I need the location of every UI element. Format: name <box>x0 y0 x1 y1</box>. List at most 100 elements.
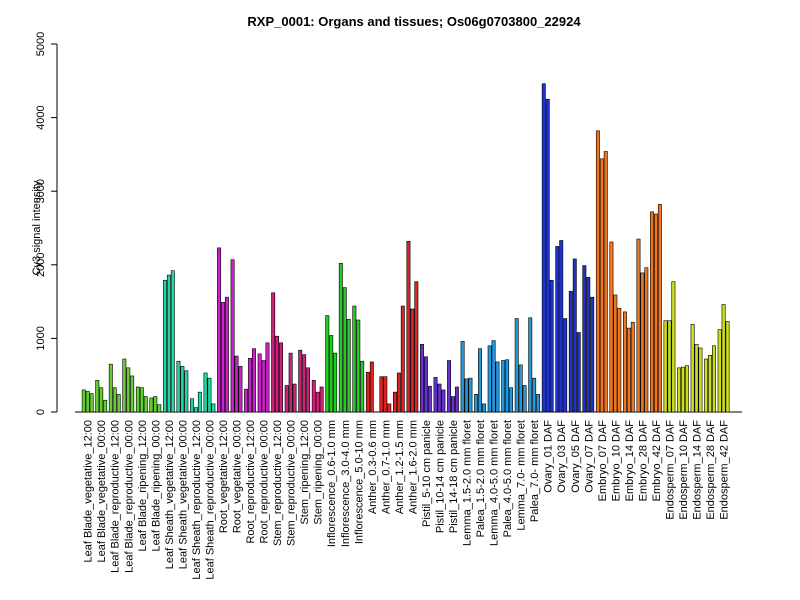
bar <box>139 387 144 413</box>
bar <box>576 332 581 413</box>
bar <box>217 247 221 413</box>
bar <box>640 272 645 413</box>
category-label: Leaf Sheath_vegetative_12:00 <box>164 420 176 569</box>
bar <box>514 318 519 413</box>
category-label: Embryo_42 DAF <box>651 420 663 502</box>
bar <box>170 270 175 413</box>
bar <box>211 403 216 413</box>
bar <box>536 394 541 413</box>
y-tick-label: 1000 <box>35 326 47 350</box>
y-tick-label: 5000 <box>35 32 47 56</box>
bar <box>447 360 452 413</box>
bar <box>126 367 131 413</box>
bar <box>559 240 564 413</box>
bar <box>509 387 513 413</box>
bar <box>85 391 90 413</box>
bar <box>522 385 527 413</box>
bar <box>667 320 672 413</box>
bar <box>257 353 262 413</box>
category-label: Lemma_4.0-5.0 mm floret <box>489 420 501 546</box>
category-label: Leaf Blade_vegetative_12:00 <box>83 420 95 563</box>
bar <box>153 396 158 413</box>
bar <box>423 356 428 413</box>
bar <box>420 343 424 413</box>
y-axis-label: Cy3 signal intensity <box>31 180 43 275</box>
bar <box>311 380 316 413</box>
bar <box>360 360 365 413</box>
bar <box>677 367 682 413</box>
bar <box>622 311 627 413</box>
bar <box>265 342 270 413</box>
bar <box>437 383 442 413</box>
bar <box>234 355 239 413</box>
bar <box>346 318 351 413</box>
bar <box>590 296 595 413</box>
bar <box>626 327 631 413</box>
bar <box>474 394 479 413</box>
bar <box>99 387 104 413</box>
bar <box>684 365 689 413</box>
bar <box>410 308 415 413</box>
bar <box>275 335 280 413</box>
bar <box>671 281 676 413</box>
bar <box>704 358 709 413</box>
bar <box>329 335 334 413</box>
bar <box>653 213 658 413</box>
bar <box>433 377 438 413</box>
category-label: Lemma_1.5-2.0 mm floret <box>462 420 474 546</box>
bar <box>482 403 486 413</box>
bar <box>302 354 307 413</box>
category-label: Endosperm_14 DAF <box>692 420 704 520</box>
bar <box>657 204 662 413</box>
bar <box>342 287 347 413</box>
bar <box>193 407 198 413</box>
y-tick-label: 3000 <box>35 179 47 203</box>
bar <box>505 359 510 413</box>
bar <box>717 329 722 413</box>
bar <box>248 357 252 413</box>
bar <box>441 389 446 413</box>
bar <box>130 375 135 413</box>
category-label: Ovary_03 DAF <box>556 420 568 493</box>
bar <box>586 277 591 413</box>
category-label: Anther_0.3-0.6 mm <box>367 420 379 514</box>
bar <box>644 267 649 413</box>
bar <box>221 302 225 413</box>
bar <box>352 305 357 413</box>
bar <box>365 371 370 413</box>
category-label: Embryo_10 DAF <box>610 420 622 502</box>
bar <box>392 391 397 413</box>
bar <box>613 294 618 413</box>
category-label: Stem_reproductive_12:00 <box>272 420 284 546</box>
bar <box>197 391 202 413</box>
bar <box>694 343 699 413</box>
bar <box>663 320 668 413</box>
bar <box>143 396 148 413</box>
bar <box>238 366 243 413</box>
bar <box>284 385 289 413</box>
bar <box>180 366 185 413</box>
bar <box>427 385 432 413</box>
bar <box>595 130 600 413</box>
bar <box>333 352 338 413</box>
category-label: Stem_reproductive_00:00 <box>286 420 298 546</box>
category-label: Root_reproductive_00:00 <box>259 420 271 544</box>
bar <box>454 386 459 413</box>
category-label: Leaf Sheath_vegetative_00:00 <box>177 420 189 569</box>
category-label: Root_reproductive_12:00 <box>245 420 257 544</box>
bar <box>568 290 573 413</box>
category-label: Endosperm_07 DAF <box>664 420 676 520</box>
category-label: Pistil_14-18 cm panicle <box>448 420 460 533</box>
bar <box>81 389 86 413</box>
bar <box>279 342 283 413</box>
bar <box>698 347 703 413</box>
category-label: Leaf Sheath_reproductive_00:00 <box>204 420 216 580</box>
category-label: Stem_ripening_00:00 <box>313 420 325 525</box>
category-label: Leaf Blade_ripening_00:00 <box>150 420 162 552</box>
bar <box>176 360 181 413</box>
category-label: Palea_4.0-5.0 mm floret <box>502 420 514 537</box>
category-label: Leaf Blade_ripening_12:00 <box>137 420 149 552</box>
bar <box>518 364 523 413</box>
bar <box>224 296 229 413</box>
bar <box>650 211 654 413</box>
